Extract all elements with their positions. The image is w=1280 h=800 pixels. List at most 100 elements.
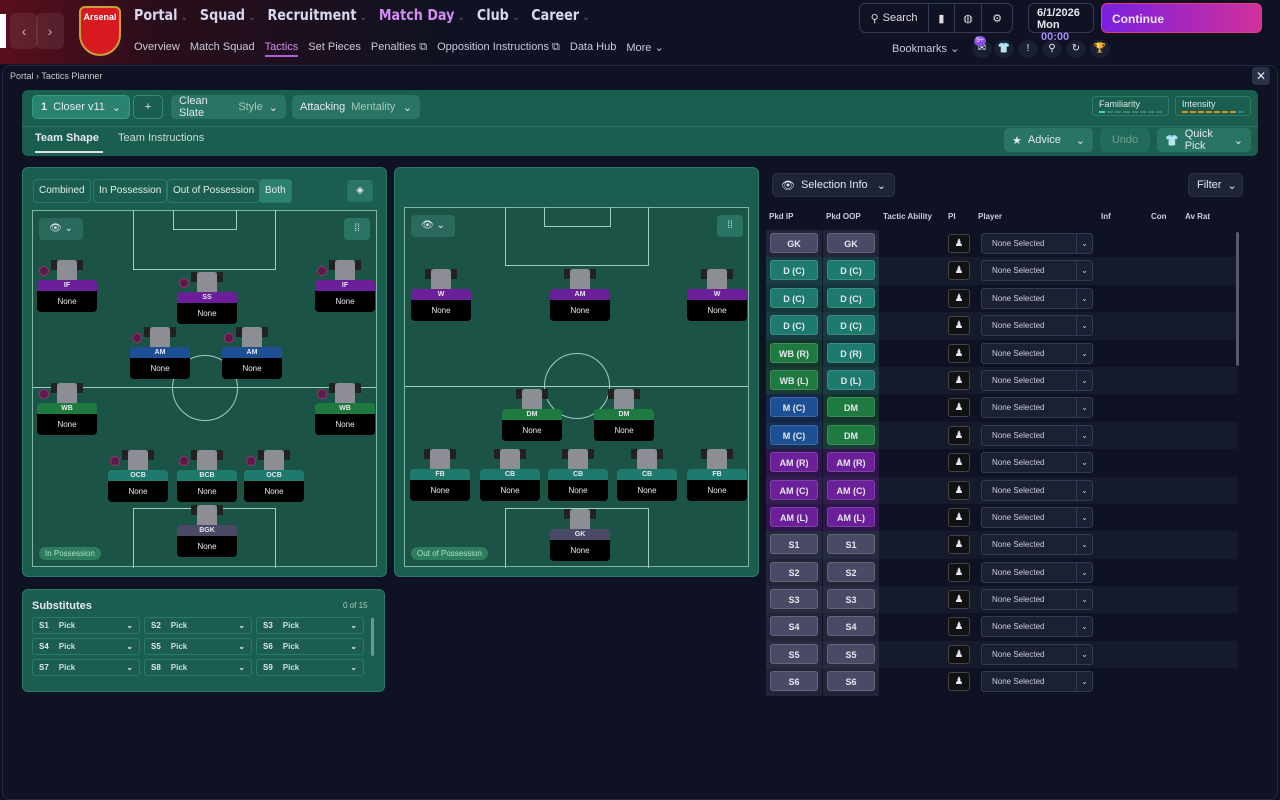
- nav-recruitment[interactable]: Recruitment ⌄: [267, 6, 366, 24]
- pkd-oop-position[interactable]: S4: [827, 616, 875, 637]
- sub-slot-dropdown[interactable]: S1 Pick ⌄: [32, 617, 140, 634]
- sub-slot-dropdown[interactable]: S7 Pick ⌄: [32, 659, 140, 676]
- table-row[interactable]: S4 S4 ♟ None Selected ⌄: [766, 613, 1238, 641]
- player-instructions-icon[interactable]: ♟: [948, 535, 970, 555]
- sub-slot-dropdown[interactable]: S2 Pick ⌄: [144, 617, 252, 634]
- continue-button[interactable]: Continue: [1101, 3, 1262, 33]
- settings-gear-icon[interactable]: ⚙: [992, 12, 1003, 25]
- player-dropdown[interactable]: None Selected ⌄: [981, 260, 1093, 282]
- game-date[interactable]: 6/1/2026 Mon 00:00: [1028, 3, 1094, 43]
- pkd-oop-position[interactable]: D (C): [827, 315, 875, 336]
- player-card[interactable]: AM None: [222, 327, 282, 379]
- player-card[interactable]: CB None: [548, 449, 608, 501]
- pkd-ip-position[interactable]: S4: [770, 616, 818, 637]
- club-crest[interactable]: Arsenal: [79, 6, 121, 56]
- player-instructions-icon[interactable]: ♟: [948, 316, 970, 336]
- pkd-oop-position[interactable]: S5: [827, 643, 875, 664]
- player-instructions-icon[interactable]: ♟: [948, 343, 970, 363]
- grid-icon[interactable]: ⁞⁞: [717, 215, 743, 237]
- view-combined[interactable]: Combined: [33, 179, 91, 203]
- player-card[interactable]: DM None: [594, 389, 654, 441]
- player-card[interactable]: IF None: [315, 260, 375, 312]
- style-dropdown[interactable]: Clean Slate Style ⌄: [171, 95, 286, 119]
- nav-match-day[interactable]: Match Day ⌄: [379, 6, 465, 24]
- intensity-meter[interactable]: Intensity: [1175, 96, 1251, 116]
- player-card[interactable]: GK None: [550, 509, 610, 561]
- table-row[interactable]: AM (C) AM (C) ♟ None Selected ⌄: [766, 476, 1238, 504]
- header-inf[interactable]: Inf: [1101, 212, 1111, 221]
- pkd-ip-position[interactable]: AM (R): [770, 452, 818, 473]
- pkd-ip-position[interactable]: D (C): [770, 315, 818, 336]
- header-player[interactable]: Player: [978, 212, 1003, 221]
- header-con[interactable]: Con: [1151, 212, 1167, 221]
- pkd-ip-position[interactable]: GK: [770, 233, 818, 253]
- pkd-ip-position[interactable]: D (C): [770, 287, 818, 308]
- sub-slot-dropdown[interactable]: S6 Pick ⌄: [256, 638, 364, 655]
- subnav-item[interactable]: Overview: [134, 41, 180, 53]
- table-row[interactable]: S2 S2 ♟ None Selected ⌄: [766, 558, 1238, 587]
- player-instructions-icon[interactable]: ♟: [948, 590, 970, 610]
- player-instructions-icon[interactable]: ♟: [948, 370, 970, 390]
- player-dropdown[interactable]: None Selected ⌄: [981, 287, 1093, 309]
- pkd-ip-position[interactable]: M (C): [770, 424, 818, 445]
- pkd-oop-position[interactable]: GK: [827, 233, 875, 253]
- alert-icon[interactable]: !: [1018, 40, 1038, 58]
- player-dropdown[interactable]: None Selected ⌄: [981, 342, 1093, 364]
- back-button[interactable]: ‹: [10, 13, 38, 49]
- pkd-oop-position[interactable]: AM (L): [827, 506, 875, 527]
- player-instructions-icon[interactable]: ♟: [948, 507, 970, 527]
- pkd-oop-position[interactable]: D (C): [827, 260, 875, 281]
- table-row[interactable]: S6 S6 ♟ None Selected ⌄: [766, 668, 1238, 696]
- player-instructions-icon[interactable]: ♟: [948, 453, 970, 473]
- pkd-oop-position[interactable]: D (R): [827, 342, 875, 363]
- player-card[interactable]: CB None: [617, 449, 677, 501]
- pkd-oop-position[interactable]: S3: [827, 589, 875, 610]
- sidebar-tab[interactable]: [0, 14, 6, 48]
- undo-button[interactable]: Undo: [1100, 128, 1150, 152]
- add-tactic-button[interactable]: +: [133, 95, 163, 119]
- forward-button[interactable]: ›: [36, 13, 64, 49]
- swap-icon[interactable]: ◈: [347, 180, 373, 202]
- player-dropdown[interactable]: None Selected ⌄: [981, 479, 1093, 501]
- advice-button[interactable]: ★ Advice ⌄: [1004, 128, 1093, 152]
- pkd-ip-position[interactable]: S6: [770, 671, 818, 692]
- player-card[interactable]: OCB None: [108, 450, 168, 502]
- table-row[interactable]: GK GK ♟ None Selected ⌄: [766, 230, 1238, 258]
- player-card[interactable]: AM None: [130, 327, 190, 379]
- trophy-icon[interactable]: 🏆: [1090, 40, 1110, 58]
- player-dropdown[interactable]: None Selected ⌄: [981, 233, 1093, 254]
- mentality-dropdown[interactable]: Attacking Mentality ⌄: [292, 95, 420, 119]
- table-row[interactable]: M (C) DM ♟ None Selected ⌄: [766, 394, 1238, 422]
- pkd-ip-position[interactable]: S3: [770, 589, 818, 610]
- table-scrollbar[interactable]: [1236, 232, 1239, 366]
- player-card[interactable]: FB None: [410, 449, 470, 501]
- sub-slot-dropdown[interactable]: S8 Pick ⌄: [144, 659, 252, 676]
- visibility-toggle[interactable]: 👁 ⌄: [39, 218, 83, 240]
- search-button[interactable]: ⚲ Search: [860, 4, 930, 32]
- table-row[interactable]: D (C) D (C) ♟ None Selected ⌄: [766, 257, 1238, 285]
- player-card[interactable]: AM None: [550, 269, 610, 321]
- player-dropdown[interactable]: None Selected ⌄: [981, 424, 1093, 446]
- player-instructions-icon[interactable]: ♟: [948, 425, 970, 445]
- player-dropdown[interactable]: None Selected ⌄: [981, 397, 1093, 419]
- pkd-oop-position[interactable]: D (C): [827, 287, 875, 308]
- pkd-oop-position[interactable]: DM: [827, 397, 875, 418]
- header-av-rat[interactable]: Av Rat: [1185, 212, 1211, 221]
- nav-squad[interactable]: Squad ⌄: [200, 6, 256, 24]
- table-row[interactable]: D (C) D (C) ♟ None Selected ⌄: [766, 312, 1238, 340]
- shirt-icon[interactable]: 👕: [994, 40, 1014, 58]
- subnav-item[interactable]: Set Pieces: [308, 41, 361, 53]
- sub-slot-dropdown[interactable]: S3 Pick ⌄: [256, 617, 364, 634]
- player-instructions-icon[interactable]: ♟: [948, 261, 970, 281]
- close-icon[interactable]: ✕: [1252, 67, 1270, 85]
- player-dropdown[interactable]: None Selected ⌄: [981, 671, 1093, 693]
- refresh-icon[interactable]: ↻: [1066, 40, 1086, 58]
- pkd-ip-position[interactable]: S5: [770, 643, 818, 664]
- table-row[interactable]: S5 S5 ♟ None Selected ⌄: [766, 640, 1238, 669]
- filter-dropdown[interactable]: Filter ⌄: [1188, 173, 1243, 197]
- player-instructions-icon[interactable]: ♟: [948, 288, 970, 308]
- familiarity-meter[interactable]: Familiarity: [1092, 96, 1169, 116]
- selection-info-dropdown[interactable]: 👁 Selection Info ⌄: [772, 173, 895, 197]
- view-in-possession[interactable]: In Possession: [93, 179, 168, 203]
- player-dropdown[interactable]: None Selected ⌄: [981, 369, 1093, 391]
